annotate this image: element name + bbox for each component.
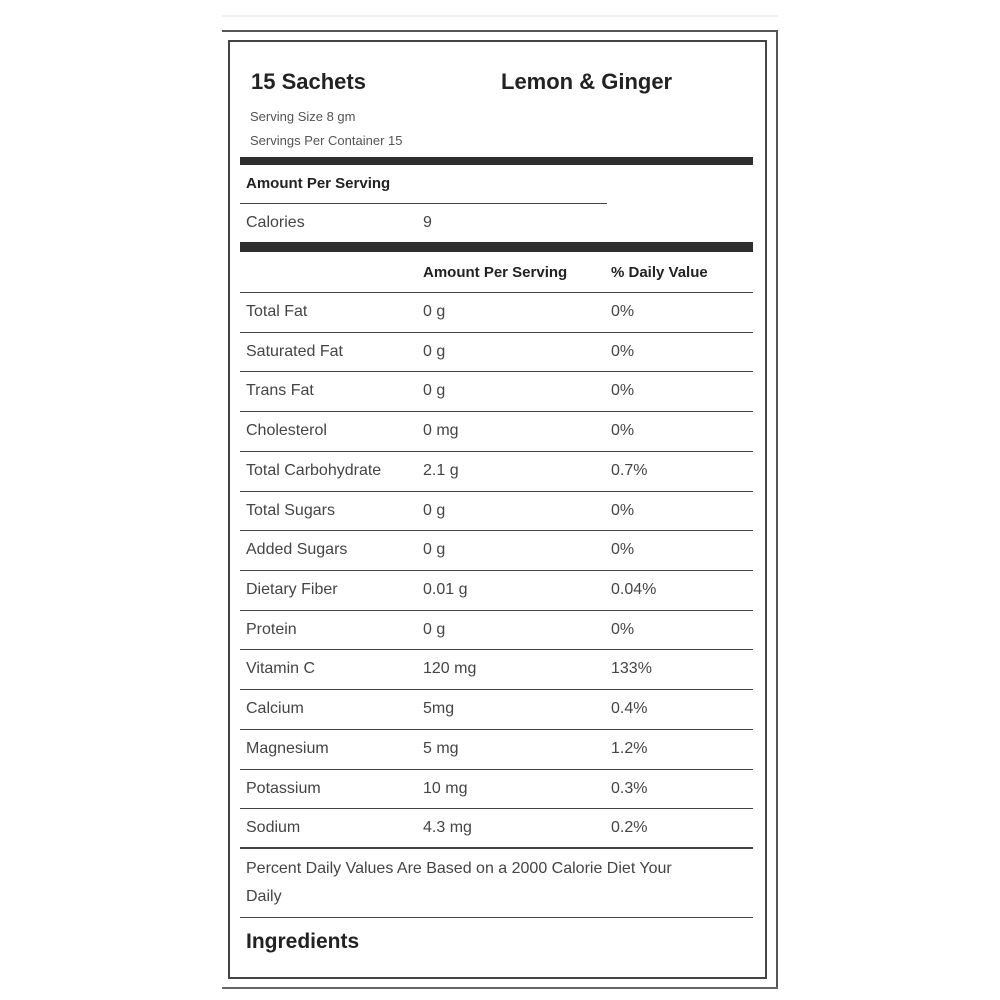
nutrient-daily-value: 0% — [611, 303, 635, 320]
nutrient-name: Added Sugars — [246, 541, 348, 559]
row-divider — [240, 371, 753, 373]
nutrient-amount: 5 mg — [423, 739, 459, 757]
nutrient-name: Vitamin C — [246, 660, 316, 678]
frame-border-right — [776, 30, 778, 989]
table-row: Added Sugars 0 g 0% — [240, 531, 753, 571]
row-divider — [240, 609, 753, 611]
table-row: Cholesterol 0 mg 0% — [240, 412, 753, 452]
faint-divider — [222, 15, 778, 17]
nutrient-name: Total Fat — [246, 303, 308, 320]
nutrient-daily-value: 0.2% — [611, 819, 648, 837]
calories-label: Calories — [246, 214, 305, 231]
table-row: Sodium 4.3 mg 0.2% — [240, 809, 753, 849]
nutrition-label-box — [228, 40, 767, 979]
row-divider — [240, 569, 753, 571]
nutrient-amount: 0 g — [423, 541, 446, 559]
table-row: Vitamin C 120 mg 133% — [240, 650, 753, 691]
frame-border-top — [222, 30, 778, 32]
nutrient-daily-value: 0.7% — [611, 461, 648, 479]
nutrient-name: Total Carbohydrate — [246, 461, 382, 479]
nutrient-daily-value: 0% — [611, 382, 635, 400]
row-divider — [240, 808, 753, 810]
thick-divider — [240, 242, 753, 252]
divider — [240, 292, 753, 293]
nutrient-amount: 2.1 g — [423, 461, 459, 479]
nutrient-name: Cholesterol — [246, 422, 327, 440]
nutrient-daily-value: 0% — [611, 541, 635, 559]
nutrient-daily-value: 0% — [611, 501, 635, 519]
nutrient-amount: 4.3 mg — [423, 819, 472, 837]
thick-divider — [240, 157, 753, 165]
daily-value-note-line1: Percent Daily Values Are Based on a 2000… — [246, 860, 672, 877]
row-divider — [240, 411, 753, 413]
divider — [240, 203, 607, 204]
nutrient-name: Total Sugars — [246, 501, 335, 519]
servings-per-container: Servings Per Container 15 — [250, 133, 403, 148]
serving-size: Serving Size 8 gm — [250, 109, 356, 124]
nutrient-amount: 0 g — [423, 342, 446, 360]
row-divider — [240, 728, 753, 730]
nutrient-daily-value: 0% — [611, 342, 635, 360]
amount-per-serving-heading: Amount Per Serving — [246, 175, 391, 192]
nutrient-name: Saturated Fat — [246, 342, 343, 360]
nutrient-name: Calcium — [246, 700, 304, 718]
nutrient-amount: 120 mg — [423, 660, 477, 678]
divider — [240, 847, 753, 849]
nutrient-daily-value: 133% — [611, 660, 652, 678]
table-row: Protein 0 g 0% — [240, 611, 753, 651]
nutrient-name: Potassium — [246, 779, 321, 797]
nutrient-amount: 0 g — [423, 620, 446, 638]
table-row: Magnesium 5 mg 1.2% — [240, 730, 753, 770]
daily-value-note-line2: Daily — [246, 888, 282, 905]
nutrient-daily-value: 0.04% — [611, 581, 657, 598]
table-row: Trans Fat 0 g 0% — [240, 372, 753, 413]
nutrient-daily-value: 0.4% — [611, 700, 648, 718]
nutrient-amount: 0.01 g — [423, 581, 468, 598]
nutrient-name: Protein — [246, 620, 297, 638]
table-row: Total Sugars 0 g 0% — [240, 492, 753, 532]
calories-value: 9 — [423, 214, 432, 231]
table-row: Calcium 5mg 0.4% — [240, 690, 753, 730]
nutrient-amount: 5mg — [423, 700, 455, 718]
row-divider — [240, 768, 753, 770]
nutrient-name: Dietary Fiber — [246, 581, 338, 598]
nutrient-name: Trans Fat — [246, 382, 314, 400]
table-row: Dietary Fiber 0.01 g 0.04% — [240, 571, 753, 611]
nutrient-amount: 0 g — [423, 501, 446, 519]
nutrient-amount: 0 mg — [423, 422, 459, 440]
table-row: Saturated Fat 0 g 0% — [240, 333, 753, 373]
frame-border-bottom — [222, 987, 778, 989]
nutrient-daily-value: 0% — [611, 620, 635, 638]
table-row: Total Fat 0 g 0% — [240, 293, 753, 333]
divider — [240, 917, 753, 918]
row-divider — [240, 450, 753, 452]
column-header-daily-value: % Daily Value — [611, 264, 708, 281]
nutrient-name: Sodium — [246, 819, 301, 837]
nutrient-amount: 10 mg — [423, 779, 468, 797]
nutrient-amount: 0 g — [423, 303, 446, 320]
row-divider — [240, 530, 753, 532]
row-divider — [240, 331, 753, 333]
table-row: Total Carbohydrate 2.1 g 0.7% — [240, 452, 753, 492]
column-header-amount: Amount Per Serving — [423, 264, 568, 281]
nutrient-amount: 0 g — [423, 382, 446, 400]
row-divider — [240, 490, 753, 492]
table-row: Potassium 10 mg 0.3% — [240, 770, 753, 810]
nutrient-daily-value: 1.2% — [611, 739, 648, 757]
nutrient-name: Magnesium — [246, 739, 329, 757]
flavor-title: Lemon & Ginger — [501, 69, 673, 94]
nutrient-daily-value: 0% — [611, 422, 635, 440]
row-divider — [240, 649, 753, 651]
row-divider — [240, 689, 753, 691]
nutrient-daily-value: 0.3% — [611, 779, 648, 797]
ingredients-heading: Ingredients — [246, 930, 360, 953]
count-title: 15 Sachets — [251, 69, 366, 94]
